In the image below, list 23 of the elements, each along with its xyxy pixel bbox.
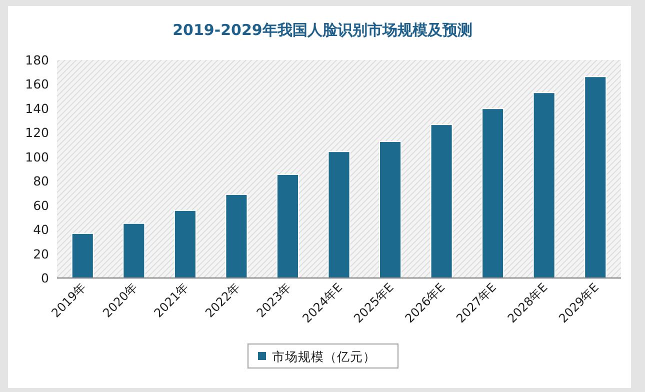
bar [379, 141, 402, 278]
bar [276, 174, 299, 278]
bar [482, 108, 504, 278]
y-tick-label: 180 [25, 52, 50, 68]
bar [71, 232, 94, 278]
bar [328, 151, 350, 278]
bar [122, 222, 146, 278]
legend-label: 市场规模（亿元） [272, 349, 376, 364]
bar [584, 76, 607, 278]
y-tick-label: 120 [25, 125, 50, 140]
y-tick-label: 40 [33, 222, 50, 238]
bar [174, 210, 196, 278]
y-tick-label: 100 [25, 149, 50, 164]
chart-title: 2019-2029年我国人脸识别市场规模及预测 [172, 21, 472, 39]
y-tick-label: 20 [33, 246, 50, 262]
bar [430, 124, 453, 278]
y-tick-label: 0 [41, 270, 50, 286]
bar [532, 92, 556, 278]
bar [225, 194, 248, 278]
y-tick-label: 80 [33, 174, 50, 189]
y-tick-label: 160 [25, 76, 50, 92]
y-tick-label: 140 [25, 100, 50, 116]
y-tick-label: 60 [33, 198, 50, 213]
